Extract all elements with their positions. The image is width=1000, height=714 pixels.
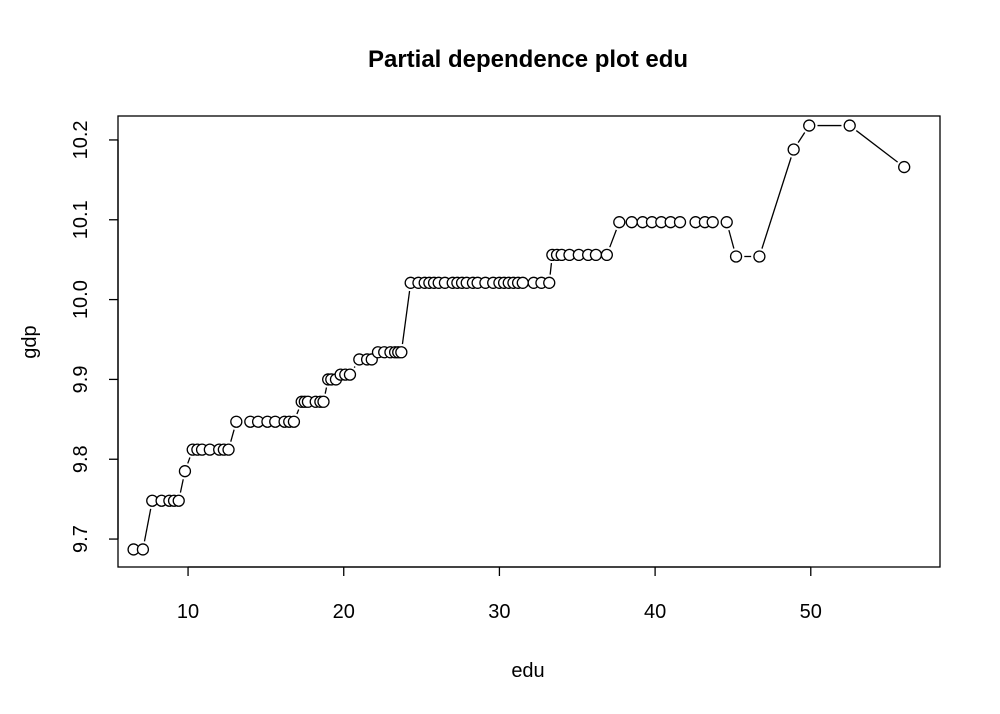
data-point: [317, 395, 330, 408]
data-point: [706, 216, 719, 229]
connector-segment: [761, 157, 792, 249]
connector-segment: [728, 229, 735, 249]
connector-segment: [797, 132, 806, 143]
connector-segment: [179, 479, 184, 493]
x-tick-label: 10: [177, 601, 199, 623]
y-tick-label: 10.1: [70, 200, 92, 239]
data-point: [787, 143, 800, 156]
y-tick-label: 10.2: [70, 120, 92, 159]
x-axis-label: edu: [511, 660, 544, 682]
connector-segment: [296, 409, 300, 415]
connector-segment: [609, 229, 617, 248]
connector-segment: [401, 290, 411, 345]
x-tick-label: 20: [333, 601, 355, 623]
x-axis: 10 20 30 40 50: [177, 566, 822, 623]
data-point: [287, 415, 301, 428]
x-tick-label: 30: [488, 601, 510, 623]
x-tick-label: 40: [644, 601, 666, 623]
connector-segment: [549, 263, 553, 275]
data-point: [843, 119, 856, 132]
data-point: [543, 276, 556, 289]
data-point: [720, 216, 733, 229]
data-point: [222, 443, 235, 456]
data-point: [673, 216, 687, 229]
data-point: [803, 119, 816, 132]
data-points: [127, 119, 911, 556]
data-point: [516, 276, 529, 289]
y-axis: 9.7 9.8 9.9 10.0 10.1 10.2: [70, 120, 119, 553]
connector-segment: [187, 457, 191, 464]
data-point: [589, 248, 603, 262]
data-point: [898, 160, 911, 174]
connector-segment: [353, 366, 356, 368]
y-tick-label: 9.7: [70, 525, 92, 553]
data-point: [613, 216, 626, 229]
y-tick-label: 9.9: [70, 366, 92, 394]
connector-segment: [855, 130, 899, 163]
y-tick-label: 9.8: [70, 445, 92, 473]
connector-segment: [230, 429, 235, 442]
chart-title: Partial dependence plot edu: [368, 46, 688, 73]
data-point: [395, 346, 408, 359]
data-point: [136, 543, 150, 556]
data-point: [600, 248, 613, 262]
plot-frame: [117, 115, 941, 568]
data-point: [343, 368, 357, 381]
connector-segment: [324, 387, 328, 394]
y-tick-label: 10.0: [70, 280, 92, 319]
data-point: [625, 216, 638, 229]
connector-segment: [143, 508, 152, 542]
x-tick-label: 50: [800, 601, 822, 623]
data-point: [178, 465, 192, 478]
data-point: [172, 494, 185, 507]
data-point: [753, 250, 766, 263]
connector-segments: [143, 124, 899, 542]
y-axis-label: gdp: [19, 325, 41, 358]
data-point: [729, 250, 743, 263]
data-point: [230, 415, 243, 428]
